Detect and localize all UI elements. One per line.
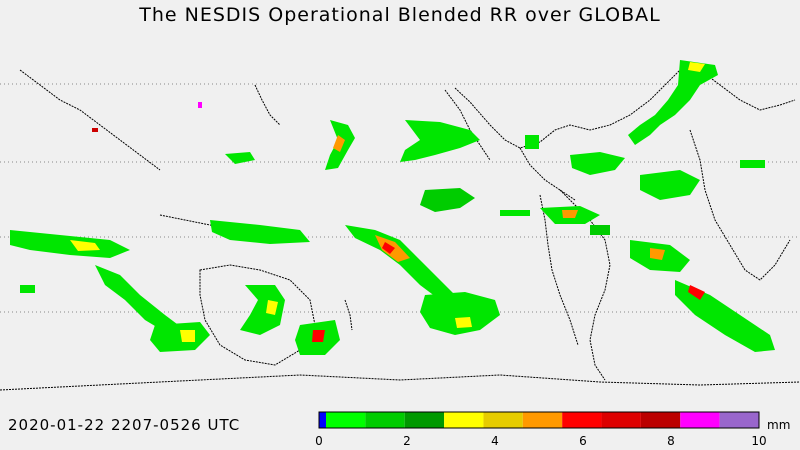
rain-band bbox=[10, 230, 130, 258]
map-title: The NESDIS Operational Blended RR over G… bbox=[139, 4, 661, 26]
rain-core bbox=[266, 300, 278, 315]
rain-core bbox=[688, 62, 705, 72]
coastline-antarctica bbox=[0, 374, 800, 391]
colorbar-segment bbox=[601, 412, 641, 428]
coastline-south-america-west bbox=[539, 194, 579, 346]
colorbar-segment bbox=[719, 412, 759, 428]
coastline-europe bbox=[699, 69, 796, 111]
precipitation-areas bbox=[10, 60, 775, 355]
rain-band bbox=[150, 322, 210, 352]
rain-band bbox=[570, 152, 625, 175]
coastline-north-america bbox=[454, 69, 681, 149]
rain-core bbox=[455, 317, 472, 328]
rain-band bbox=[345, 225, 455, 300]
rain-core bbox=[688, 285, 705, 300]
colorbar-segment bbox=[365, 412, 405, 428]
rain-band bbox=[225, 152, 255, 164]
colorbar-segment bbox=[483, 412, 523, 428]
coastlines bbox=[0, 69, 800, 391]
rain-patch bbox=[20, 285, 35, 293]
colorbar-segment bbox=[640, 412, 681, 428]
colorbar-segment bbox=[562, 412, 602, 428]
rain-band bbox=[210, 220, 310, 244]
timestamp: 2020-01-22 2207-0526 UTC bbox=[8, 416, 241, 434]
colorbar-tick-label: 0 bbox=[315, 434, 323, 448]
rain-band bbox=[640, 170, 700, 200]
colorbar-tick-label: 2 bbox=[403, 434, 411, 448]
rain-core bbox=[650, 248, 665, 260]
precipitation-map bbox=[0, 60, 800, 391]
colorbar-segment bbox=[319, 412, 326, 428]
colorbar-segment bbox=[326, 412, 366, 428]
rain-core bbox=[180, 330, 195, 342]
rain-patch bbox=[740, 160, 765, 168]
colorbar-tick-label: 6 bbox=[579, 434, 587, 448]
coastline-africa bbox=[689, 129, 791, 281]
coastline-central-america bbox=[519, 147, 576, 201]
rain-patch bbox=[198, 102, 202, 108]
rain-patch bbox=[92, 128, 98, 132]
rain-patch bbox=[500, 210, 530, 216]
legend-unit: mm bbox=[767, 418, 791, 432]
colorbar-legend: 0 2 4 6 8 10 bbox=[315, 411, 767, 448]
rain-patch bbox=[590, 225, 610, 235]
colorbar-tick-label: 10 bbox=[751, 434, 766, 448]
colorbar-tick-label: 8 bbox=[667, 434, 675, 448]
colorbar-segment bbox=[680, 412, 720, 428]
rain-band bbox=[420, 188, 475, 212]
rain-core bbox=[70, 240, 100, 251]
coastline-asia bbox=[19, 69, 161, 171]
rain-core bbox=[562, 210, 578, 218]
rain-core bbox=[312, 330, 325, 342]
colorbar-tick-label: 4 bbox=[491, 434, 499, 448]
rain-patch bbox=[525, 135, 539, 149]
rain-band bbox=[240, 285, 285, 335]
colorbar-segment bbox=[522, 412, 563, 428]
coastline-japan bbox=[254, 84, 281, 126]
rain-core bbox=[382, 242, 395, 254]
rain-band bbox=[95, 265, 185, 335]
rain-band bbox=[420, 292, 500, 335]
coastline-north-america-west bbox=[444, 89, 491, 161]
rain-band bbox=[628, 60, 718, 145]
colorbar-segment bbox=[444, 412, 484, 428]
coastline-new-zealand bbox=[344, 299, 353, 331]
colorbar-segment bbox=[404, 412, 445, 428]
rain-band bbox=[400, 120, 480, 162]
colorbar-frame bbox=[318, 411, 760, 429]
rain-core bbox=[333, 135, 345, 152]
